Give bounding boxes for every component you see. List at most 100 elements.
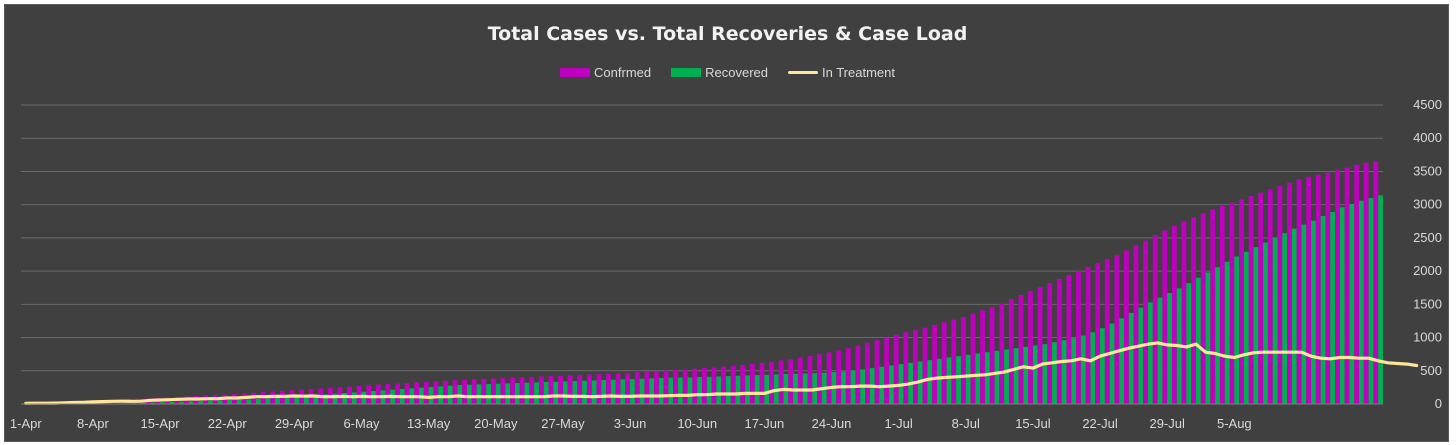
bar-recovered xyxy=(1349,204,1355,404)
bar-recovered xyxy=(208,400,213,404)
bar-recovered xyxy=(1090,332,1096,404)
bar-confirmed xyxy=(778,360,784,404)
bar-recovered xyxy=(956,356,961,404)
bar-recovered xyxy=(1119,318,1125,404)
bar-confirmed xyxy=(1076,271,1081,404)
bar-recovered xyxy=(725,376,731,404)
bar-confirmed xyxy=(893,334,899,404)
bar-confirmed xyxy=(941,322,947,404)
bar-recovered xyxy=(965,354,971,404)
bar-confirmed xyxy=(577,374,583,404)
bar-recovered xyxy=(716,376,722,404)
bar-confirmed xyxy=(711,367,717,404)
bar-recovered xyxy=(1023,346,1029,404)
x-tick-label: 1-Apr xyxy=(10,416,42,431)
bar-confirmed xyxy=(913,330,918,404)
bar-recovered xyxy=(582,380,587,404)
bar-recovered xyxy=(198,401,204,404)
bar-confirmed xyxy=(1095,263,1101,404)
bar-recovered xyxy=(1234,256,1240,404)
bar-confirmed xyxy=(989,306,995,404)
bar-recovered xyxy=(447,385,453,404)
bar-confirmed xyxy=(366,385,372,404)
bar-confirmed xyxy=(721,366,726,404)
bar-confirmed xyxy=(395,383,400,404)
bar-recovered xyxy=(1157,297,1163,404)
bar-recovered xyxy=(1109,323,1115,404)
bar-recovered xyxy=(1311,220,1316,404)
bar-confirmed xyxy=(1114,255,1120,404)
bar-recovered xyxy=(706,376,712,404)
x-tick-label: 29-Jul xyxy=(1149,416,1185,431)
bar-recovered xyxy=(697,377,702,404)
bar-confirmed xyxy=(865,342,870,404)
bar-confirmed xyxy=(471,379,477,404)
bar-confirmed xyxy=(1354,164,1360,404)
y-tick-label: 0 xyxy=(1435,396,1442,411)
bar-recovered xyxy=(1224,261,1230,404)
chart-area: Total Cases vs. Total Recoveries & Case … xyxy=(4,4,1449,442)
legend-label-recovered: Recovered xyxy=(705,65,768,80)
bar-recovered xyxy=(1061,340,1067,404)
bar-confirmed xyxy=(1018,295,1024,404)
bar-recovered xyxy=(639,378,645,404)
bar-confirmed xyxy=(510,377,515,404)
bar-confirmed xyxy=(836,350,842,404)
bar-confirmed xyxy=(1056,279,1062,404)
bar-confirmed xyxy=(932,324,937,404)
bar-recovered xyxy=(1167,293,1172,404)
bar-recovered xyxy=(255,399,261,404)
bar-confirmed xyxy=(1335,170,1340,404)
bar-recovered xyxy=(745,375,750,404)
y-tick-label: 2000 xyxy=(1413,263,1442,278)
bar-confirmed xyxy=(1219,205,1225,404)
bar-confirmed xyxy=(1200,213,1206,404)
bar-recovered xyxy=(630,379,635,404)
bar-confirmed xyxy=(462,379,468,404)
bar-confirmed xyxy=(567,375,573,404)
bar-recovered xyxy=(1282,233,1288,404)
bar-confirmed xyxy=(1008,299,1014,404)
legend-item-in-treatment: In Treatment xyxy=(787,65,895,80)
bar-confirmed xyxy=(423,381,429,404)
bar-recovered xyxy=(610,379,616,404)
bar-confirmed xyxy=(1287,182,1292,404)
bar-recovered xyxy=(658,378,664,404)
x-tick-label: 3-Jun xyxy=(614,416,647,431)
bar-recovered xyxy=(217,400,223,404)
bar-recovered xyxy=(524,382,530,404)
bar-confirmed xyxy=(1037,287,1043,404)
legend-swatch-in-treatment xyxy=(787,71,818,74)
bar-recovered xyxy=(1291,228,1297,404)
bar-confirmed xyxy=(702,368,707,404)
bar-confirmed xyxy=(606,373,611,404)
bar-recovered xyxy=(514,383,520,404)
bar-confirmed xyxy=(692,368,698,404)
plot-area: 0 500 1000 1500 2000 2500 3000 3500 4000 4500 1-Ap… xyxy=(10,97,1442,431)
bar-confirmed xyxy=(1085,267,1091,404)
x-tick-label: 1-Jul xyxy=(885,416,913,431)
x-tick-label: 13-May xyxy=(407,416,451,431)
bar-confirmed xyxy=(960,316,966,404)
bar-recovered xyxy=(946,357,952,404)
bar-confirmed xyxy=(1277,186,1283,404)
bar-recovered xyxy=(188,401,194,404)
bar-confirmed xyxy=(1104,259,1110,404)
bar-confirmed xyxy=(1152,235,1158,404)
bar-confirmed xyxy=(1181,221,1187,404)
bar-confirmed xyxy=(1363,162,1369,404)
bar-confirmed xyxy=(634,372,640,404)
bar-recovered xyxy=(1359,200,1364,404)
bar-confirmed xyxy=(615,373,621,404)
x-tick-label: 22-Apr xyxy=(208,416,248,431)
bar-confirmed xyxy=(999,303,1005,404)
bar-confirmed xyxy=(1296,179,1302,404)
bar-recovered xyxy=(553,381,559,404)
bar-recovered xyxy=(1378,195,1383,404)
bar-confirmed xyxy=(1171,225,1177,404)
bar-recovered xyxy=(1128,312,1134,404)
bar-recovered xyxy=(1138,307,1144,404)
bar-confirmed xyxy=(1373,161,1379,404)
bar-recovered xyxy=(764,374,770,404)
bar-recovered xyxy=(1004,349,1009,404)
